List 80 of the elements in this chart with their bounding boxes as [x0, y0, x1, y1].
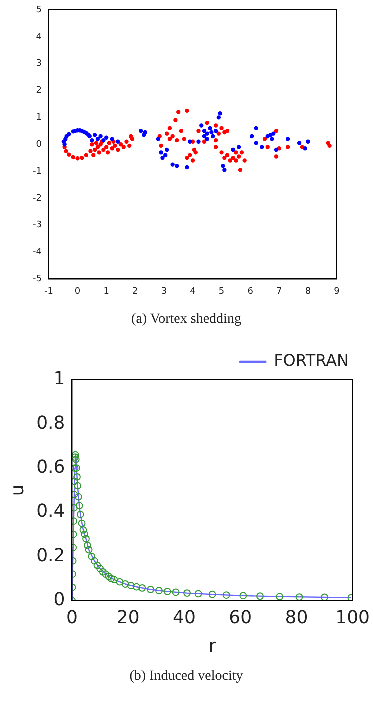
- x-tick-label: 2: [132, 286, 138, 297]
- point: [85, 546, 93, 554]
- point: [72, 491, 78, 499]
- y-tick-label: 0.6: [36, 456, 66, 478]
- x-tick-label: 60: [229, 607, 252, 628]
- point: [105, 572, 112, 580]
- point: [78, 520, 86, 528]
- text: (b) Induced velocity: [128, 668, 244, 686]
- point: [240, 592, 248, 600]
- x-tick-label: 8: [305, 286, 312, 297]
- y-tick-label: -5: [32, 274, 42, 285]
- point: [102, 570, 110, 578]
- point: [72, 451, 80, 459]
- x-tick-label: 4: [190, 286, 196, 297]
- point: [74, 482, 82, 490]
- y-tick-label: 3: [36, 59, 42, 70]
- point: [116, 578, 124, 586]
- y-tick-label: 0.2: [36, 545, 66, 566]
- x-tick-label: 9: [334, 286, 340, 297]
- point: [72, 454, 80, 461]
- point: [88, 552, 96, 560]
- y-tick-label: -2: [32, 194, 42, 204]
- point: [321, 594, 328, 601]
- point: [84, 542, 92, 550]
- x-tick-label: 1: [104, 286, 110, 297]
- point: [74, 493, 82, 501]
- point: [296, 594, 304, 601]
- x-tick-label: 80: [285, 607, 308, 628]
- point: [184, 590, 191, 597]
- x-axis-title: r: [208, 636, 217, 657]
- y-tick-label: -4: [32, 248, 42, 258]
- y-tick-label: 1: [54, 368, 66, 390]
- point: [133, 583, 140, 591]
- point: [74, 473, 81, 481]
- y-tick-label: 4: [36, 32, 42, 42]
- y-tick-label: 0.4: [36, 501, 66, 522]
- y-axis-title: u: [7, 484, 28, 496]
- point: [72, 456, 80, 464]
- x-tick-label: 100: [336, 607, 370, 628]
- x-tick-label: 40: [173, 607, 196, 628]
- point: [164, 588, 172, 596]
- point: [127, 582, 135, 590]
- y-tick-label: 0: [54, 589, 66, 610]
- point: [208, 590, 216, 598]
- x-tick-label: 20: [116, 607, 140, 628]
- point: [72, 478, 78, 486]
- point: [276, 593, 284, 601]
- point: [156, 587, 163, 595]
- x-tick-label: 5: [218, 286, 225, 297]
- point: [108, 575, 116, 582]
- x-tick-label: 6: [248, 286, 254, 297]
- x-tick-label: 7: [276, 286, 282, 297]
- point: [76, 502, 84, 510]
- point: [90, 557, 98, 565]
- text: (a) Vortex shedding: [130, 311, 242, 329]
- point: [99, 568, 107, 576]
- point: [80, 526, 88, 534]
- point: [96, 565, 104, 572]
- point: [147, 586, 154, 594]
- point: [81, 530, 89, 538]
- y-tick-label: -1: [32, 166, 42, 177]
- legend-label: FORTRAN: [274, 351, 349, 370]
- point: [94, 562, 102, 570]
- point: [194, 590, 202, 598]
- point: [222, 592, 230, 599]
- y-tick-label: 1: [36, 113, 42, 124]
- x-tick-label: 3: [161, 286, 168, 297]
- y-tick-label: 0: [36, 140, 42, 150]
- y-tick-label: 5: [36, 5, 42, 16]
- point: [76, 510, 84, 518]
- point: [110, 576, 118, 584]
- y-tick-label: -3: [32, 220, 42, 231]
- point: [138, 584, 146, 592]
- point: [82, 535, 90, 543]
- x-tick-label: 0: [74, 286, 81, 297]
- y-tick-label: 2: [36, 86, 42, 96]
- point: [122, 580, 130, 588]
- y-tick-label: 0.8: [36, 412, 66, 434]
- point: [256, 592, 264, 600]
- point: [172, 588, 180, 596]
